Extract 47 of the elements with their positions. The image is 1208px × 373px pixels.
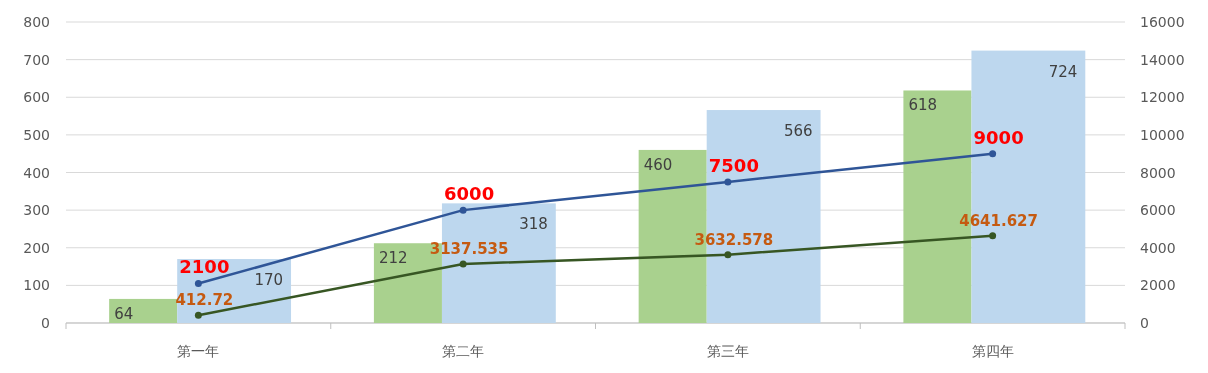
- y2-tick-label: 4000: [1140, 239, 1176, 256]
- y-tick-label: 800: [23, 14, 50, 30]
- x-tick-label: 第二年: [442, 343, 485, 359]
- point: [989, 150, 997, 158]
- y-tick-label: 100: [23, 277, 50, 294]
- data-label: 318: [519, 215, 548, 234]
- y2-tick-label: 12000: [1140, 89, 1185, 106]
- data-label: 6000: [444, 183, 495, 205]
- point: [724, 178, 732, 186]
- data-label: 460: [643, 155, 673, 174]
- point: [194, 279, 202, 287]
- data-label: 724: [1048, 62, 1078, 81]
- data-label: 9000: [973, 126, 1024, 148]
- x-tick-label: 第四年: [971, 343, 1014, 359]
- y-tick-label: 300: [23, 202, 50, 219]
- data-label: 566: [783, 122, 813, 141]
- data-label: 170: [254, 271, 284, 290]
- y2-tick-label: 14000: [1140, 51, 1185, 68]
- data-label: 7500: [708, 154, 759, 176]
- point: [724, 251, 732, 259]
- data-label: 3137.535: [429, 239, 509, 258]
- y-tick-label: 500: [23, 126, 50, 143]
- point: [459, 260, 467, 268]
- point: [194, 311, 202, 319]
- y2-tick-label: 6000: [1140, 202, 1176, 219]
- y-tick-label: 0: [41, 315, 50, 331]
- point: [459, 206, 467, 214]
- data-label: 618: [908, 96, 938, 115]
- y2-tick-label: 10000: [1140, 126, 1185, 143]
- point: [989, 232, 997, 240]
- x-tick-label: 第一年: [177, 343, 220, 359]
- y2-tick-label: 8000: [1140, 164, 1176, 181]
- y2-tick-label: 0: [1140, 315, 1149, 331]
- x-tick-label: 第三年: [706, 343, 749, 359]
- y-tick-label: 600: [23, 89, 50, 106]
- data-label: 212: [378, 249, 408, 268]
- y-tick-label: 400: [23, 164, 50, 181]
- data-label: 412.72: [175, 291, 234, 310]
- y2-tick-label: 16000: [1140, 14, 1185, 30]
- data-label: 4641.627: [959, 211, 1039, 230]
- data-label: 2100: [179, 256, 230, 278]
- bar: [109, 298, 178, 323]
- data-label: 3632.578: [694, 230, 774, 249]
- y2-tick-label: 2000: [1140, 277, 1176, 294]
- y-tick-label: 200: [23, 239, 50, 256]
- y-tick-label: 700: [23, 51, 50, 68]
- data-label: 64: [114, 304, 134, 323]
